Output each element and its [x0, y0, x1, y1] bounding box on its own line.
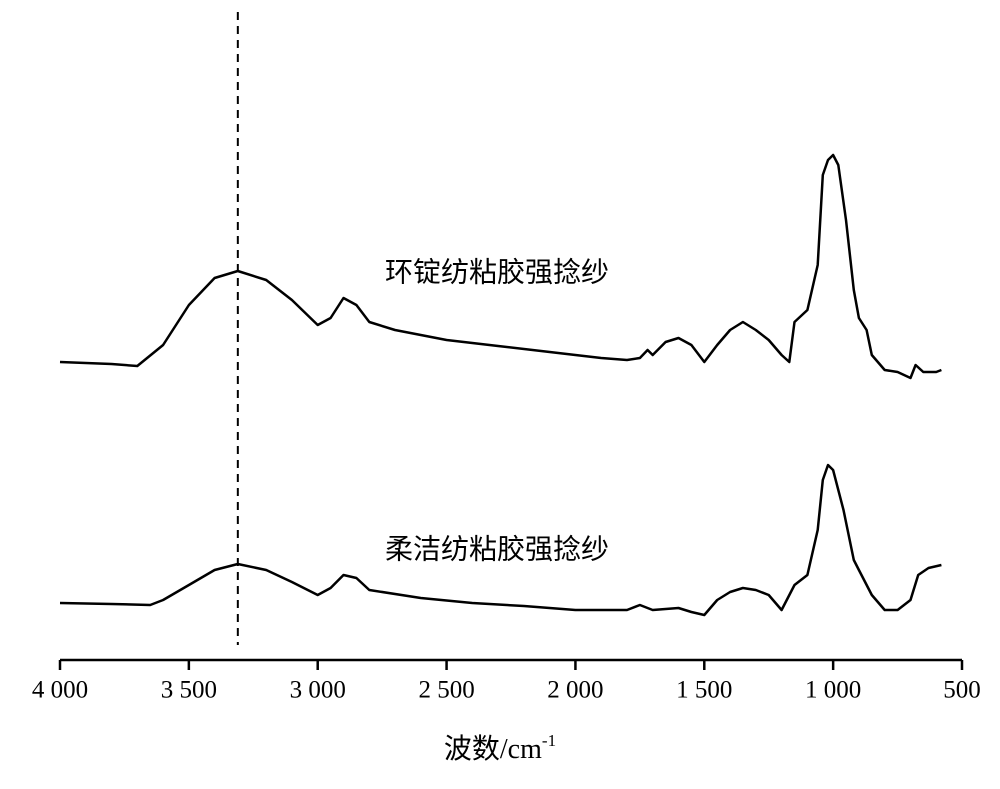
x-tick-label: 2 500: [418, 677, 474, 704]
spectrum-line: [59, 463, 942, 617]
x-tick-label: 3 500: [161, 677, 217, 704]
x-axis-label-sup: -1: [542, 731, 556, 750]
x-tick-label: 500: [943, 677, 981, 704]
x-tick-label: 4 000: [32, 677, 88, 704]
x-tick-label: 2 000: [547, 677, 603, 704]
spectrum-line: [59, 153, 942, 380]
x-axis-label-text: 波数/cm: [444, 733, 542, 765]
x-tick-label: 1 000: [805, 677, 861, 704]
x-axis-label: 波数/cm-1: [444, 731, 556, 766]
x-tick-label: 3 000: [290, 677, 346, 704]
series-label: 环锭纺粘胶强捻纱: [385, 256, 609, 288]
x-tick-label: 1 500: [676, 677, 732, 704]
series-label: 柔洁纺粘胶强捻纱: [385, 533, 609, 565]
